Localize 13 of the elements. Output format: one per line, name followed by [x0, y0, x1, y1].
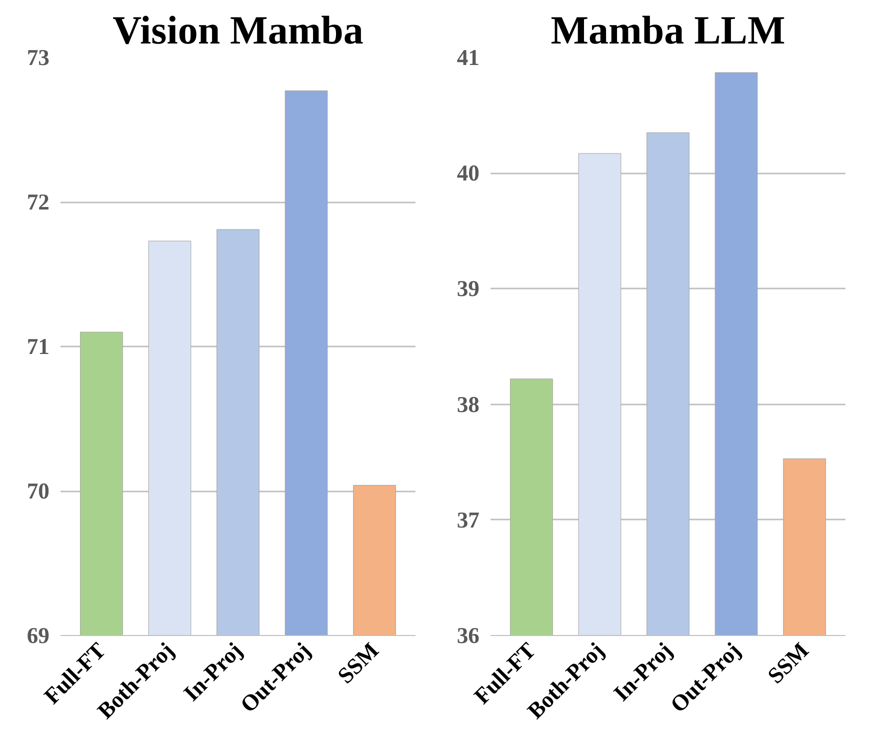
y-tick-label: 39	[456, 276, 480, 302]
y-tick-label: 38	[456, 392, 480, 417]
y-tick-label: 71	[26, 334, 50, 359]
chart-title: Vision Mamba	[112, 8, 364, 52]
y-tick-label: 73	[26, 45, 50, 70]
y-tick-label: 36	[456, 623, 480, 648]
y-tick-label: 69	[26, 623, 50, 648]
y-tick-label: 72	[26, 190, 50, 214]
y-tick-label: 40	[456, 160, 480, 186]
y-tick-label: 41	[456, 45, 480, 70]
y-tick-label: 37	[456, 507, 480, 532]
chart-title: Mamba LLM	[550, 8, 786, 52]
y-tick-label: 70	[26, 478, 50, 504]
